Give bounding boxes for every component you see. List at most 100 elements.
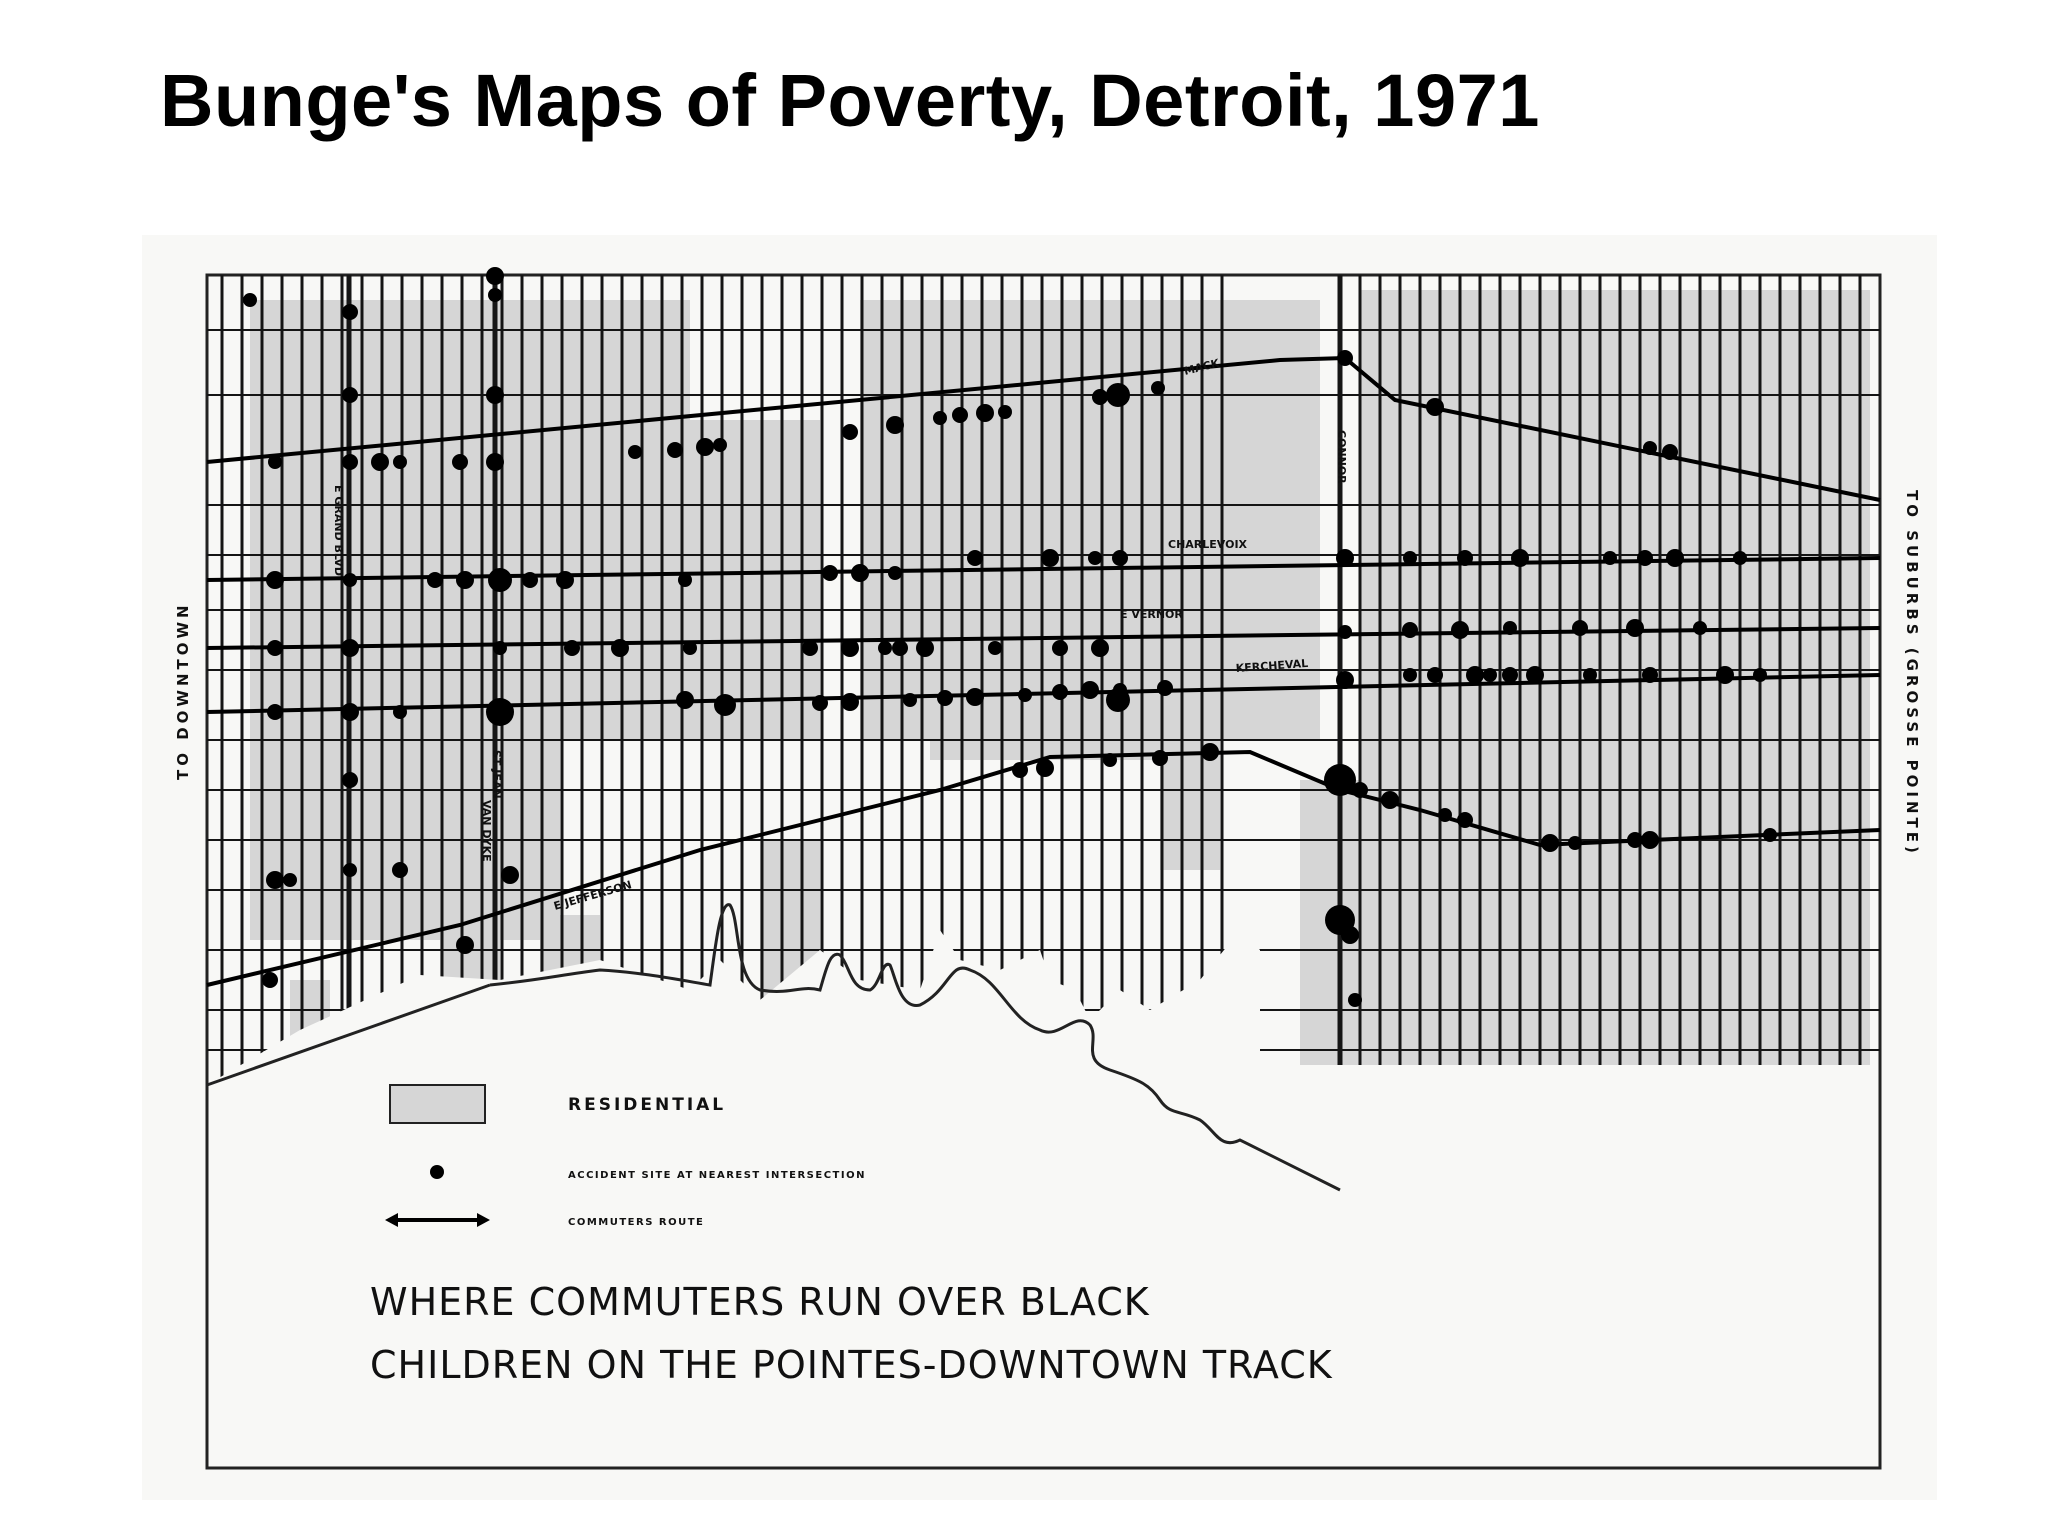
accident-dot <box>341 639 359 657</box>
accident-cluster <box>1325 905 1355 935</box>
accident-dot <box>1693 621 1707 635</box>
accident-sites <box>243 267 1777 1007</box>
accident-dot <box>393 705 407 719</box>
accident-dot <box>1112 550 1128 566</box>
accident-dot <box>486 386 504 404</box>
accident-dot <box>952 407 968 423</box>
accident-dot <box>1483 668 1497 682</box>
accident-dot <box>998 405 1012 419</box>
accident-dot <box>802 640 818 656</box>
accident-dot <box>1451 621 1469 639</box>
accident-dot <box>1626 619 1644 637</box>
accident-dot <box>851 564 869 582</box>
legend: RESIDENTIAL ACCIDENT SITE AT NEAREST INT… <box>385 1084 866 1228</box>
route-vernor <box>206 626 1881 650</box>
accident-dot <box>1352 782 1368 798</box>
map-caption-line2: CHILDREN ON THE POINTES-DOWNTOWN TRACK <box>370 1343 1333 1387</box>
accident-dot <box>486 267 504 285</box>
accident-dot <box>976 404 994 422</box>
accident-dot <box>812 695 828 711</box>
accident-dot <box>1052 684 1068 700</box>
accident-dot <box>1763 828 1777 842</box>
accident-dot <box>1152 750 1168 766</box>
accident-dot <box>1336 549 1354 567</box>
accident-cluster <box>1106 383 1130 407</box>
legend-route-arrow-left <box>385 1213 398 1227</box>
accident-dot <box>283 873 297 887</box>
accident-dot <box>1733 551 1747 565</box>
accident-dot <box>841 639 859 657</box>
accident-dot <box>713 438 727 452</box>
legend-residential-label: RESIDENTIAL <box>568 1095 726 1115</box>
accident-cluster <box>1324 764 1356 796</box>
accident-dot <box>886 416 904 434</box>
legend-accident-dot <box>430 1165 444 1179</box>
accident-dot <box>268 455 282 469</box>
accident-dot <box>1457 812 1473 828</box>
accident-dot <box>1338 625 1352 639</box>
accident-dot <box>393 455 407 469</box>
accident-dot <box>1348 993 1362 1007</box>
shore-left <box>206 983 491 1087</box>
accident-dot <box>456 571 474 589</box>
accident-dot <box>937 690 953 706</box>
accident-dot <box>493 641 507 655</box>
slide-title: Bunge's Maps of Poverty, Detroit, 1971 <box>160 59 1540 142</box>
accident-dot <box>822 565 838 581</box>
accident-dot <box>1637 550 1653 566</box>
accident-dot <box>556 571 574 589</box>
accident-dot <box>1568 836 1582 850</box>
legend-accident-label: ACCIDENT SITE AT NEAREST INTERSECTION <box>568 1170 866 1181</box>
label-grand-blvd: E GRAND BLVD <box>332 485 345 576</box>
accident-dot <box>452 454 468 470</box>
accident-dot <box>1427 667 1443 683</box>
accident-cluster <box>486 698 514 726</box>
accident-dot <box>1503 621 1517 635</box>
accident-dot <box>916 639 934 657</box>
accident-dot <box>1381 791 1399 809</box>
accident-dot <box>842 424 858 440</box>
accident-dot <box>343 863 357 877</box>
accident-dot <box>878 641 892 655</box>
label-charlevoix: CHARLEVOIX <box>1168 538 1248 551</box>
accident-dot <box>892 640 908 656</box>
accident-dot <box>1641 831 1659 849</box>
accident-dot <box>427 572 443 588</box>
label-st-jean: ST JEAN <box>490 750 503 799</box>
accident-dot <box>933 411 947 425</box>
accident-dot <box>1092 389 1108 405</box>
label-vernor: E VERNOR <box>1120 608 1183 621</box>
accident-dot <box>1036 759 1054 777</box>
label-van-dyke: VAN DYKE <box>480 800 493 862</box>
accident-dot <box>683 641 697 655</box>
accident-dot <box>1662 444 1678 460</box>
accident-dot <box>628 445 642 459</box>
accident-dot <box>1426 398 1444 416</box>
accident-dot <box>967 550 983 566</box>
accident-dot <box>966 688 984 706</box>
accident-dot <box>1091 639 1109 657</box>
accident-cluster <box>1106 688 1130 712</box>
accident-dot <box>1642 667 1658 683</box>
accident-dot <box>1012 762 1028 778</box>
accident-dot <box>1466 666 1484 684</box>
accident-dot <box>903 693 917 707</box>
route-kercheval <box>206 673 1881 714</box>
accident-dot <box>988 641 1002 655</box>
legend-residential-swatch <box>389 1084 486 1124</box>
accident-dot <box>1018 688 1032 702</box>
route-charlevoix <box>206 556 1881 582</box>
accident-dot <box>1511 549 1529 567</box>
accident-dot <box>243 293 257 307</box>
accident-dot <box>841 693 859 711</box>
accident-dot <box>1643 441 1657 455</box>
accident-dot <box>1457 550 1473 566</box>
accident-dot <box>1052 640 1068 656</box>
river-shoreline <box>489 903 1341 1192</box>
accident-dot <box>1583 668 1597 682</box>
legend-route-arrow-right <box>477 1213 490 1227</box>
accident-dot <box>1088 551 1102 565</box>
label-to-downtown: TO DOWNTOWN <box>174 601 192 780</box>
accident-dot <box>267 640 283 656</box>
